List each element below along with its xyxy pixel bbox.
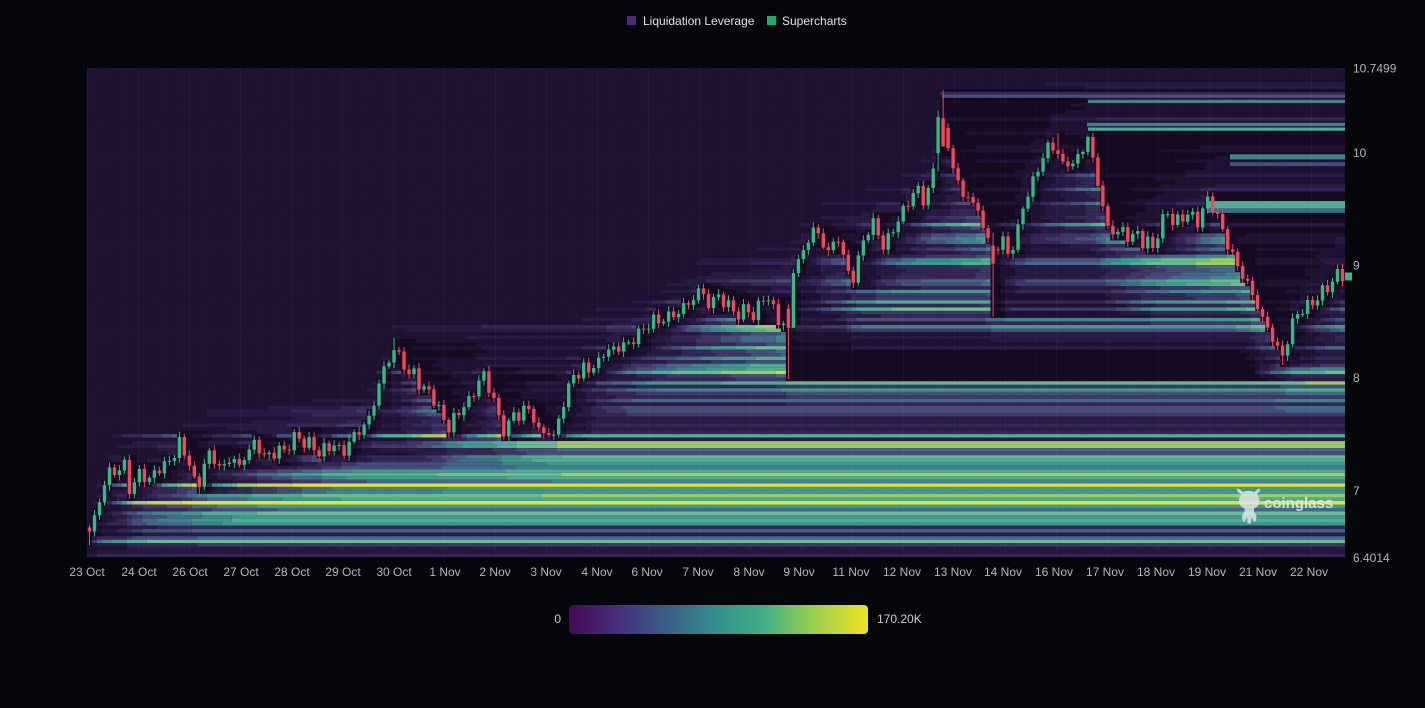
svg-text:30 Oct: 30 Oct	[376, 565, 412, 579]
svg-text:17 Nov: 17 Nov	[1086, 565, 1124, 579]
svg-text:12 Nov: 12 Nov	[883, 565, 921, 579]
svg-text:2 Nov: 2 Nov	[479, 565, 510, 579]
svg-text:7 Nov: 7 Nov	[682, 565, 713, 579]
svg-text:26 Oct: 26 Oct	[172, 565, 208, 579]
svg-text:10: 10	[1353, 146, 1367, 160]
svg-text:18 Nov: 18 Nov	[1137, 565, 1175, 579]
svg-text:9: 9	[1353, 259, 1360, 273]
svg-text:9 Nov: 9 Nov	[783, 565, 814, 579]
svg-text:0: 0	[554, 612, 561, 626]
svg-text:coinglass: coinglass	[1264, 495, 1333, 512]
svg-text:27 Oct: 27 Oct	[223, 565, 259, 579]
svg-text:3 Nov: 3 Nov	[530, 565, 561, 579]
svg-text:6.4014: 6.4014	[1353, 551, 1390, 565]
svg-text:21 Nov: 21 Nov	[1239, 565, 1277, 579]
svg-text:13 Nov: 13 Nov	[934, 565, 972, 579]
svg-text:14 Nov: 14 Nov	[984, 565, 1022, 579]
svg-text:Liquidation Leverage: Liquidation Leverage	[643, 14, 755, 28]
svg-text:4 Nov: 4 Nov	[581, 565, 612, 579]
svg-text:28 Oct: 28 Oct	[274, 565, 310, 579]
svg-text:170.20K: 170.20K	[877, 612, 922, 626]
svg-text:11 Nov: 11 Nov	[832, 565, 869, 579]
svg-text:23 Oct: 23 Oct	[69, 565, 105, 579]
svg-text:22 Nov: 22 Nov	[1290, 565, 1328, 579]
svg-text:8 Nov: 8 Nov	[733, 565, 764, 579]
svg-text:7: 7	[1353, 484, 1360, 498]
svg-text:6 Nov: 6 Nov	[631, 565, 662, 579]
svg-text:10.7499: 10.7499	[1353, 62, 1397, 76]
svg-text:8: 8	[1353, 371, 1360, 385]
svg-text:16 Nov: 16 Nov	[1035, 565, 1073, 579]
svg-text:19 Nov: 19 Nov	[1188, 565, 1226, 579]
svg-text:29 Oct: 29 Oct	[325, 565, 361, 579]
svg-text:24 Oct: 24 Oct	[121, 565, 157, 579]
svg-text:1 Nov: 1 Nov	[429, 565, 460, 579]
svg-text:Supercharts: Supercharts	[782, 14, 847, 28]
